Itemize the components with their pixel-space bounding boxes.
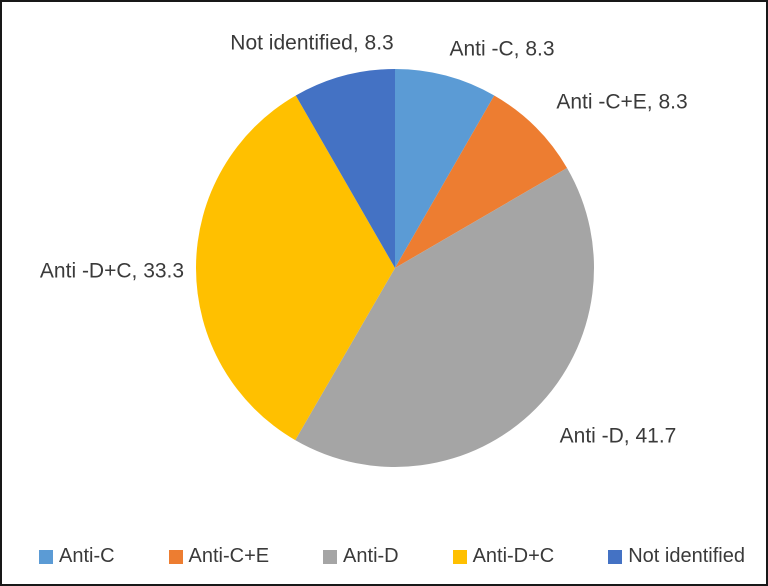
pie-slice-anti-d-c bbox=[195, 95, 395, 441]
pie-slice-anti-c-e bbox=[395, 95, 568, 268]
legend-swatch-anti-d-c bbox=[452, 549, 467, 564]
legend-item-anti-d: Anti-D bbox=[323, 545, 399, 568]
legend-swatch-anti-c bbox=[39, 549, 53, 564]
legend-item-anti-d-c: Anti-D+C bbox=[452, 545, 555, 568]
legend-label-anti-c: Anti-C bbox=[59, 545, 115, 567]
pie-slice-anti-c bbox=[395, 69, 495, 268]
legend-swatch-anti-c-e bbox=[168, 549, 183, 564]
pie-slice-not-identified bbox=[295, 69, 395, 268]
legend-item-anti-c-e: Anti-C+E bbox=[168, 545, 270, 568]
legend-label-anti-c-e: Anti-C+E bbox=[188, 545, 270, 567]
legend-label-anti-d-c: Anti-D+C bbox=[472, 545, 555, 567]
pie-slice-anti-d bbox=[295, 167, 595, 467]
legend-item-not-identified: Not identified bbox=[608, 545, 745, 568]
data-label-anti-c: Anti -C, 8.3 bbox=[449, 37, 555, 61]
data-label-anti-c-e: Anti -C+E, 8.3 bbox=[556, 90, 688, 114]
legend-label-anti-d: Anti-D bbox=[343, 545, 399, 567]
legend-item-anti-c: Anti-C bbox=[39, 545, 115, 568]
data-label-anti-d: Anti -D, 41.7 bbox=[559, 424, 677, 448]
legend-label-not-identified: Not identified bbox=[628, 545, 745, 567]
data-label-anti-d-c: Anti -D+C, 33.3 bbox=[39, 259, 185, 283]
legend-swatch-not-identified bbox=[608, 549, 623, 564]
legend: Anti-C Anti-C+E Anti-D Anti-D+C Not iden… bbox=[2, 545, 766, 568]
data-label-not-identified: Not identified, 8.3 bbox=[230, 31, 394, 55]
legend-swatch-anti-d bbox=[323, 549, 338, 564]
